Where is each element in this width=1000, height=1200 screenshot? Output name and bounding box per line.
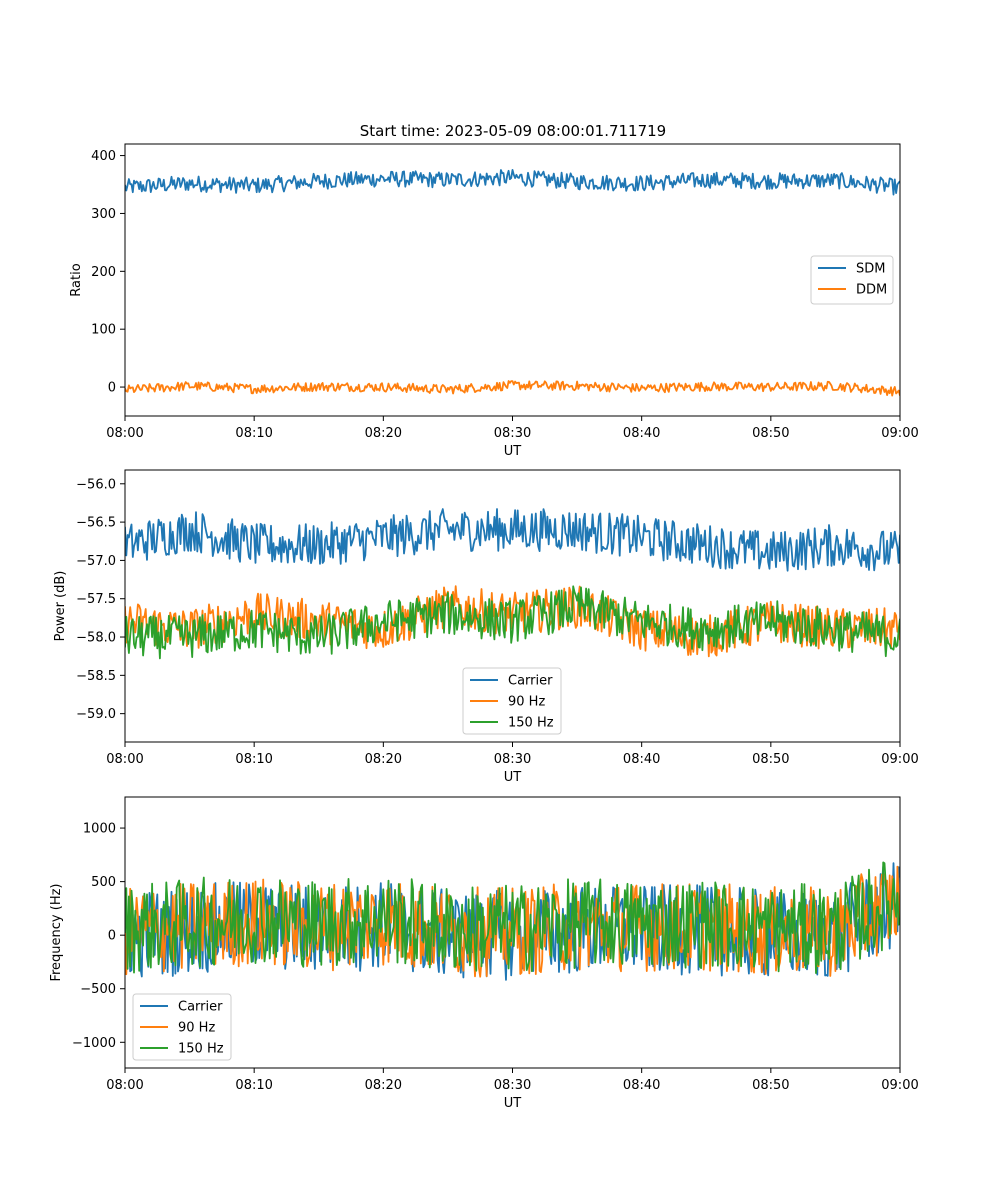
x-tick-label: 08:20 [365, 426, 402, 441]
y-tick-label: 300 [91, 207, 116, 222]
x-axis-label: UT [504, 770, 522, 785]
x-tick-label: 08:50 [752, 1078, 789, 1093]
x-tick-label: 08:40 [623, 752, 660, 767]
x-tick-label: 09:00 [881, 752, 918, 767]
x-tick-label: 08:00 [106, 752, 143, 767]
series-line-carrier [125, 508, 900, 572]
y-axis-label: Power (dB) [53, 571, 68, 642]
y-axis-label: Ratio [69, 263, 84, 296]
legend: SDM DDM [810, 255, 894, 305]
y-tick-label: 0 [108, 381, 116, 396]
legend-label: 150 Hz [178, 1042, 224, 1057]
y-tick-label: 100 [91, 323, 116, 338]
x-tick-label: 08:50 [752, 752, 789, 767]
legend: Carrier 90 Hz 150 Hz [132, 993, 232, 1061]
x-tick-label: 08:10 [235, 752, 272, 767]
y-tick-label: −500 [80, 982, 116, 997]
legend-label: Carrier [508, 674, 553, 689]
x-tick-label: 08:20 [365, 1078, 402, 1093]
panel-2: 08:00 08:10 08:20 08:30 08:40 08:50 09:00 UT −59… [53, 469, 919, 785]
y-tick-label: −58.5 [76, 669, 116, 684]
series-line-150-hz [125, 861, 900, 974]
x-tick-label: 08:40 [623, 426, 660, 441]
y-tick-label: −56.0 [76, 477, 116, 492]
series-line-150-hz [125, 585, 900, 660]
series-line-ddm [125, 380, 900, 397]
x-tick-label: 09:00 [881, 426, 918, 441]
y-tick-label: −57.0 [76, 554, 116, 569]
x-tick-label: 08:10 [235, 426, 272, 441]
x-tick-label: 08:30 [494, 1078, 531, 1093]
y-tick-label: −58.0 [76, 631, 116, 646]
legend-label: 90 Hz [508, 695, 545, 710]
y-tick-label: 0 [108, 929, 116, 944]
legend-label: Carrier [178, 1000, 223, 1015]
x-tick-label: 08:30 [494, 426, 531, 441]
x-tick-label: 08:00 [106, 426, 143, 441]
y-axis-label: Frequency (Hz) [49, 883, 64, 981]
y-tick-label: −56.5 [76, 516, 116, 531]
x-tick-label: 08:00 [106, 1078, 143, 1093]
panel-1: 08:00 08:10 08:20 08:30 08:40 08:50 09:00 UT 0 10… [69, 143, 919, 459]
panel-3: 08:00 08:10 08:20 08:30 08:40 08:50 09:00 UT −10… [49, 796, 919, 1111]
y-tick-label: 500 [91, 875, 116, 890]
y-tick-label: −57.5 [76, 592, 116, 607]
y-tick-label: 200 [91, 265, 116, 280]
series-line-sdm [125, 169, 900, 196]
y-tick-label: 400 [91, 149, 116, 164]
x-tick-label: 08:50 [752, 426, 789, 441]
legend-label: SDM [856, 262, 885, 277]
y-tick-label: −1000 [72, 1036, 116, 1051]
legend: Carrier 90 Hz 150 Hz [462, 667, 562, 735]
x-tick-label: 08:40 [623, 1078, 660, 1093]
x-tick-label: 08:20 [365, 752, 402, 767]
x-tick-label: 08:30 [494, 752, 531, 767]
y-tick-label: 1000 [83, 822, 116, 837]
legend-label: 90 Hz [178, 1021, 215, 1036]
legend-label: DDM [856, 283, 887, 298]
legend-label: 150 Hz [508, 716, 554, 731]
y-tick-label: −59.0 [76, 707, 116, 722]
x-tick-label: 09:00 [881, 1078, 918, 1093]
x-axis-label: UT [504, 1096, 522, 1111]
x-tick-label: 08:10 [235, 1078, 272, 1093]
series-line-90-hz [125, 585, 900, 658]
chart-title: Start time: 2023-05-09 08:00:01.711719 [360, 122, 666, 140]
x-axis-label: UT [504, 444, 522, 459]
